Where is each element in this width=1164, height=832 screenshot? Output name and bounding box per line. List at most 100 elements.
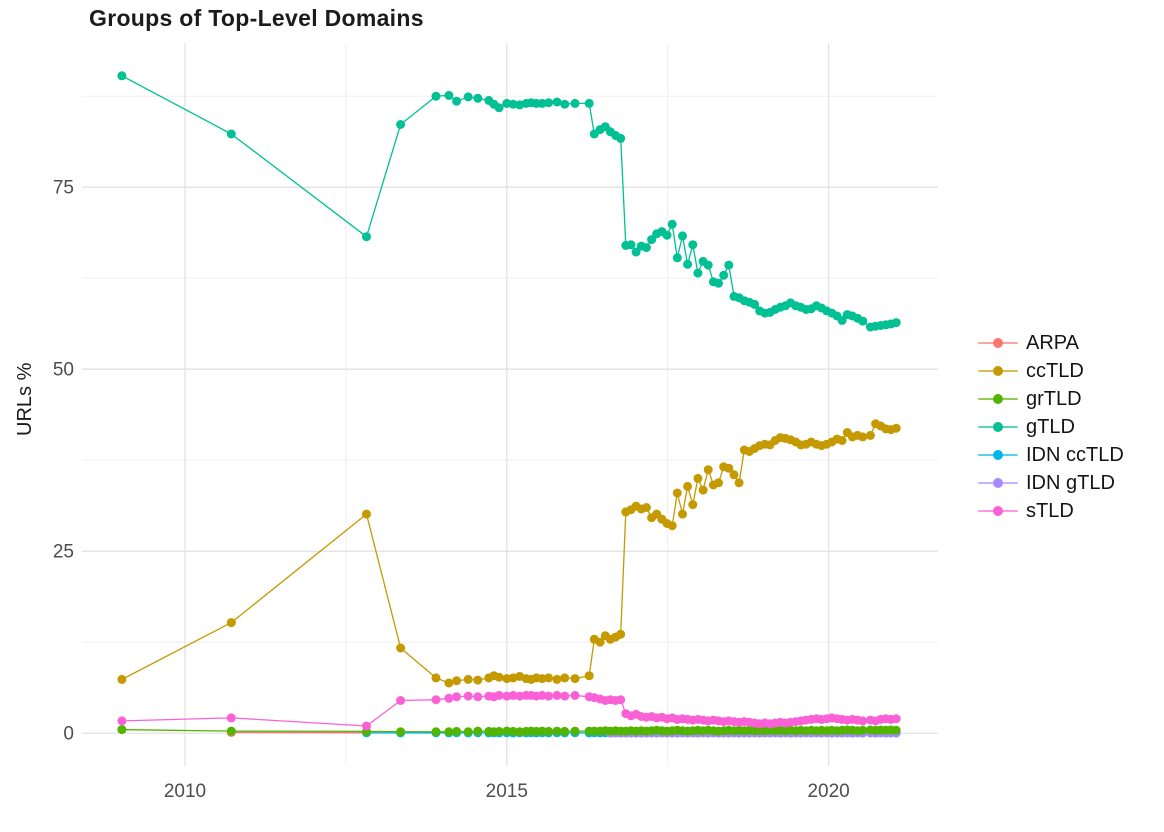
data-point xyxy=(362,232,371,241)
data-point xyxy=(585,99,594,108)
legend-label: gTLD xyxy=(1026,416,1075,439)
legend-entry-idn-cctld: IDN ccTLD xyxy=(978,441,1124,469)
data-point xyxy=(444,91,453,100)
data-point xyxy=(396,120,405,129)
data-point xyxy=(683,482,692,491)
data-point xyxy=(560,100,569,109)
data-point xyxy=(452,692,461,701)
data-point xyxy=(616,695,625,704)
y-tick-label: 50 xyxy=(53,360,74,381)
data-point xyxy=(642,503,651,512)
data-point xyxy=(616,630,625,639)
data-point xyxy=(473,94,482,103)
data-point xyxy=(495,103,504,112)
data-point xyxy=(714,478,723,487)
legend-key-line-dot-icon xyxy=(978,337,1018,349)
data-point xyxy=(668,521,677,530)
data-point xyxy=(724,261,733,270)
y-tick-label: 0 xyxy=(63,724,74,745)
data-point xyxy=(642,243,651,252)
chart-title: Groups of Top-Level Domains xyxy=(89,5,424,32)
data-point xyxy=(560,673,569,682)
data-point xyxy=(117,675,126,684)
data-point xyxy=(668,220,677,229)
data-point xyxy=(432,727,441,736)
data-point xyxy=(688,240,697,249)
legend-label: IDN ccTLD xyxy=(1026,444,1124,467)
data-point xyxy=(452,727,461,736)
data-point xyxy=(227,727,236,736)
series-line-gtld xyxy=(122,76,896,327)
legend-entry-grtld: grTLD xyxy=(978,385,1124,413)
data-point xyxy=(396,696,405,705)
data-point xyxy=(473,692,482,701)
data-point xyxy=(892,726,901,735)
data-point xyxy=(858,432,867,441)
x-tick-label: 2010 xyxy=(164,781,206,802)
data-point xyxy=(544,98,553,107)
data-point xyxy=(735,478,744,487)
x-tick-label: 2015 xyxy=(486,781,528,802)
data-point xyxy=(560,692,569,701)
legend-entry-stld: sTLD xyxy=(978,497,1124,525)
data-point xyxy=(678,231,687,240)
data-point xyxy=(444,679,453,688)
legend-key-line-dot-icon xyxy=(978,421,1018,433)
data-point xyxy=(432,673,441,682)
series-points-stld xyxy=(117,691,900,731)
data-point xyxy=(553,691,562,700)
legend-label: sTLD xyxy=(1026,500,1074,523)
data-point xyxy=(585,671,594,680)
data-point xyxy=(688,500,697,509)
data-point xyxy=(858,317,867,326)
series-points-gtld xyxy=(117,71,900,331)
data-point xyxy=(730,470,739,479)
data-point xyxy=(571,99,580,108)
data-point xyxy=(858,716,867,725)
data-point xyxy=(571,691,580,700)
series-points-cctld xyxy=(117,419,900,687)
data-point xyxy=(432,695,441,704)
data-point xyxy=(838,436,847,445)
data-point xyxy=(444,694,453,703)
legend-key-line-dot-icon xyxy=(978,449,1018,461)
data-point xyxy=(117,716,126,725)
data-point xyxy=(866,431,875,440)
data-point xyxy=(464,727,473,736)
data-point xyxy=(892,714,901,723)
legend-entry-arpa: ARPA xyxy=(978,329,1124,357)
data-point xyxy=(553,675,562,684)
data-point xyxy=(560,727,569,736)
data-point xyxy=(892,318,901,327)
data-point xyxy=(473,676,482,685)
data-point xyxy=(227,618,236,627)
data-point xyxy=(553,98,562,107)
data-point xyxy=(227,130,236,139)
y-tick-label: 75 xyxy=(53,178,74,199)
data-point xyxy=(544,727,553,736)
data-point xyxy=(571,727,580,736)
data-point xyxy=(704,465,713,474)
data-point xyxy=(432,92,441,101)
data-point xyxy=(396,727,405,736)
x-tick-label: 2020 xyxy=(807,781,849,802)
data-point xyxy=(473,727,482,736)
legend-key-line-dot-icon xyxy=(978,393,1018,405)
series-line-cctld xyxy=(122,424,896,683)
data-point xyxy=(892,424,901,433)
data-point xyxy=(544,673,553,682)
data-point xyxy=(495,673,504,682)
y-tick-label: 25 xyxy=(53,542,74,563)
data-point xyxy=(227,713,236,722)
data-point xyxy=(678,510,687,519)
legend-label: IDN gTLD xyxy=(1026,472,1115,495)
legend-entry-cctld: ccTLD xyxy=(978,357,1124,385)
legend-label: ccTLD xyxy=(1026,360,1084,383)
data-point xyxy=(714,279,723,288)
data-point xyxy=(616,134,625,143)
legend-entry-gtld: gTLD xyxy=(978,413,1124,441)
data-point xyxy=(663,231,672,240)
data-point xyxy=(452,97,461,106)
data-point xyxy=(495,691,504,700)
y-axis-title: URLs % xyxy=(14,363,37,436)
